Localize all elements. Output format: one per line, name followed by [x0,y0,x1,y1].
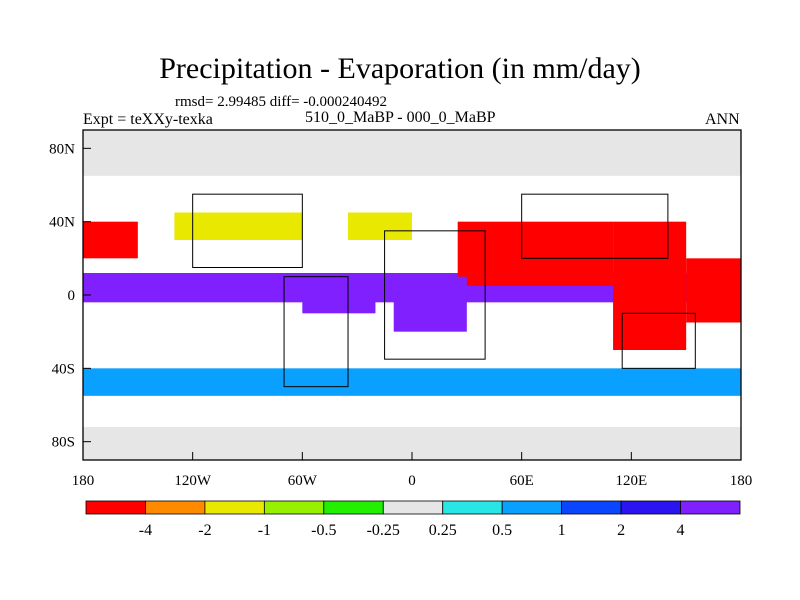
contour-region [302,276,376,314]
colorbar-label: -0.5 [311,522,336,539]
y-tick-label: 40N [49,215,75,231]
colorbar-swatch [680,500,741,515]
colorbar-swatch [204,500,265,515]
map-title: Precipitation - Evaporation (in mm/day) [159,52,641,85]
contour-region [457,221,614,286]
contour-regions [83,130,741,460]
contour-region [174,212,303,240]
colorbar-swatch [323,500,384,515]
y-tick-label: 0 [68,288,76,304]
colorbar-swatch [620,500,681,515]
coastlines [192,193,696,388]
contour-region [83,130,741,176]
colorbar-swatch [442,500,503,515]
colorbar-label: -4 [139,522,152,539]
colorbar-label: 0.5 [492,522,512,539]
colorbar-label: 1 [558,522,566,539]
coastline [384,230,486,360]
coastline [283,276,349,388]
x-tick-label: 180 [72,473,95,489]
x-tick-label: 60W [288,473,318,489]
contour-region [393,276,467,332]
x-tick-label: 120W [174,473,212,489]
contour-region [613,221,687,350]
x-tick-label: 60E [510,473,534,489]
contour-region [83,368,741,396]
experiment-label: Expt = teXXy-texka [83,111,213,128]
colorbar-swatch [501,500,563,515]
coastline [192,193,303,269]
x-tick-label: 0 [408,473,416,489]
colorbar-swatch [382,500,444,515]
coastline [621,312,696,369]
contour-region [686,258,741,323]
contour-region [348,212,412,240]
colorbar-label: 4 [677,522,685,539]
colorbar-label: -1 [258,522,271,539]
colorbar-swatch [145,500,206,515]
colorbar-swatch [263,500,325,515]
y-axis-ticks: 80N 40N 0 40S 80S [49,141,91,451]
colorbar-swatch [561,500,622,515]
x-axis-ticks: 180 120W 60W 0 60E 120E 180 [72,452,753,489]
colorbar-swatch [85,500,146,515]
colorbar-label: -2 [198,522,211,539]
x-tick-label: 120E [615,473,647,489]
contour-region [83,221,138,259]
colorbar-label: 0.25 [429,522,457,539]
x-tick-label: 180 [730,473,753,489]
contour-plot [83,130,741,460]
colorbar-label: 2 [617,522,625,539]
coastline [521,193,669,259]
colorbar-label: -0.25 [367,522,400,539]
colorbar: -4 -2 -1 -0.5 -0.25 0.25 0.5 1 2 4 [85,500,741,539]
season-label: ANN [705,111,740,128]
y-tick-label: 80S [52,435,75,451]
stats-label: rmsd= 2.99485 diff= -0.000240492 [175,94,388,110]
experiment-difference-label: 510_0_MaBP - 000_0_MaBP [305,109,496,126]
y-tick-label: 40S [52,361,75,377]
y-tick-label: 80N [49,141,75,157]
